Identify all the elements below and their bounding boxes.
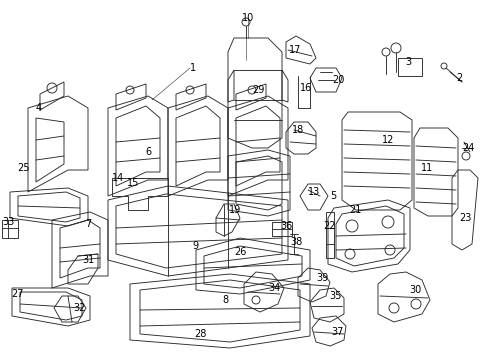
Text: 9: 9 — [192, 241, 198, 251]
Text: 16: 16 — [299, 83, 311, 93]
Text: 38: 38 — [289, 237, 302, 247]
Text: 17: 17 — [288, 45, 301, 55]
Text: 23: 23 — [458, 213, 470, 223]
Text: 5: 5 — [329, 191, 335, 201]
Bar — [325, 212, 333, 258]
Text: 31: 31 — [81, 255, 94, 265]
Text: 36: 36 — [279, 221, 291, 231]
Text: 4: 4 — [36, 103, 42, 113]
Text: 2: 2 — [455, 73, 461, 83]
Text: 14: 14 — [112, 173, 124, 183]
Text: 7: 7 — [85, 219, 91, 229]
Text: 29: 29 — [251, 85, 264, 95]
Text: 39: 39 — [315, 273, 327, 283]
Text: 3: 3 — [404, 57, 410, 67]
Text: 22: 22 — [323, 221, 336, 231]
Text: 28: 28 — [193, 329, 206, 339]
Text: 35: 35 — [329, 291, 342, 301]
Text: 33: 33 — [2, 217, 14, 227]
Text: 11: 11 — [420, 163, 432, 173]
Text: 27: 27 — [12, 289, 24, 299]
Bar — [271, 222, 291, 236]
Text: 18: 18 — [291, 125, 304, 135]
Text: 37: 37 — [331, 327, 344, 337]
Text: 24: 24 — [461, 143, 473, 153]
Bar — [397, 58, 421, 76]
Text: 8: 8 — [222, 295, 227, 305]
Text: 12: 12 — [381, 135, 393, 145]
Text: 25: 25 — [17, 163, 29, 173]
Text: 26: 26 — [233, 247, 245, 257]
Text: 32: 32 — [74, 303, 86, 313]
Text: 10: 10 — [242, 13, 254, 23]
Text: 6: 6 — [144, 147, 151, 157]
Text: 15: 15 — [126, 178, 139, 188]
Text: 20: 20 — [331, 75, 344, 85]
Text: 13: 13 — [307, 187, 320, 197]
Text: 1: 1 — [189, 63, 196, 73]
Text: 21: 21 — [348, 205, 361, 215]
Text: 30: 30 — [408, 285, 420, 295]
Text: 34: 34 — [267, 283, 280, 293]
Text: 19: 19 — [228, 205, 241, 215]
